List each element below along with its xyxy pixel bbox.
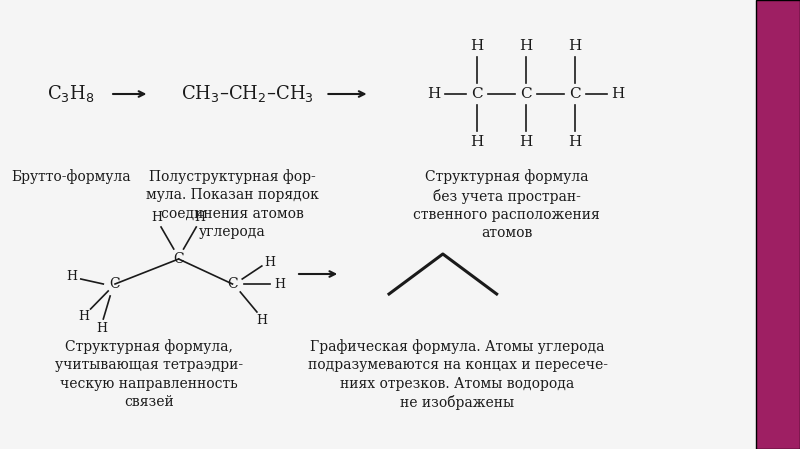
Text: Брутто-формула: Брутто-формула	[11, 169, 131, 184]
Text: H: H	[568, 39, 582, 53]
Text: H: H	[519, 136, 533, 150]
Text: H: H	[96, 322, 107, 335]
Text: C: C	[520, 87, 532, 101]
Text: C: C	[569, 87, 581, 101]
Text: H: H	[152, 211, 162, 224]
Text: H: H	[611, 87, 625, 101]
Text: H: H	[470, 39, 484, 53]
Text: H: H	[470, 136, 484, 150]
Text: CH$_3$–CH$_2$–CH$_3$: CH$_3$–CH$_2$–CH$_3$	[181, 84, 314, 105]
Text: H: H	[194, 211, 206, 224]
Text: Структурная формула,
учитывающая тетраэдри-
ческую направленность
связей: Структурная формула, учитывающая тетраэд…	[55, 339, 243, 409]
FancyBboxPatch shape	[756, 0, 800, 449]
Text: C: C	[174, 252, 184, 266]
Text: H: H	[568, 136, 582, 150]
Text: Полуструктурная фор-
мула. Показан порядок
соединения атомов
углерода: Полуструктурная фор- мула. Показан поряд…	[146, 169, 319, 239]
Text: H: H	[256, 314, 267, 327]
Text: C$_3$H$_8$: C$_3$H$_8$	[47, 84, 94, 105]
Text: H: H	[264, 255, 275, 269]
Text: C: C	[471, 87, 483, 101]
Text: C: C	[110, 277, 120, 291]
Text: Графическая формула. Атомы углерода
подразумеваются на концах и пересече-
ниях о: Графическая формула. Атомы углерода подр…	[307, 339, 607, 410]
Text: H: H	[78, 309, 90, 322]
Text: H: H	[274, 277, 285, 291]
Text: C: C	[227, 277, 238, 291]
Text: H: H	[66, 270, 78, 283]
Text: H: H	[427, 87, 441, 101]
Text: Структурная формула
без учета простран-
ственного расположения
атомов: Структурная формула без учета простран- …	[413, 169, 600, 241]
Text: H: H	[519, 39, 533, 53]
